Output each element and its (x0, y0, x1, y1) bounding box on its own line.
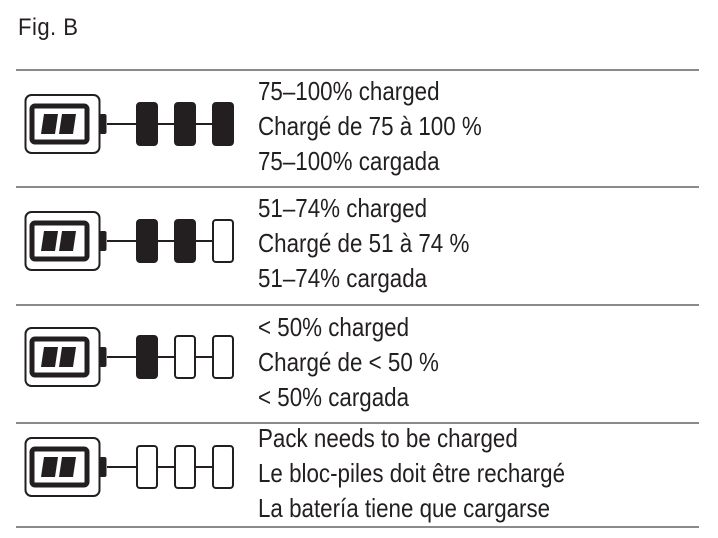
status-text-en: 75–100% charged (258, 76, 440, 106)
charge-indicator (24, 327, 234, 387)
divider (16, 304, 699, 306)
charge-segment-empty-icon (136, 445, 158, 489)
status-text-en: < 50% charged (258, 312, 410, 342)
battery-icon (24, 327, 107, 387)
status-row-two-thirds: 51–74% charged Chargé de 51 à 74 % 51–74… (16, 188, 699, 302)
status-text-fr: Chargé de 75 à 100 % (258, 111, 482, 141)
status-row-low: < 50% charged Chargé de < 50 % < 50% car… (16, 306, 699, 420)
status-text: 51–74% charged Chargé de 51 à 74 % 51–74… (258, 191, 469, 296)
charge-segment-empty-icon (212, 219, 234, 263)
status-text-es: 51–74% cargada (258, 263, 428, 293)
divider (16, 526, 699, 528)
charge-segment-filled-icon (136, 102, 158, 146)
status-text-fr: Chargé de 51 à 74 % (258, 228, 470, 258)
status-text-en: 51–74% charged (258, 193, 428, 223)
status-text-fr: Le bloc-piles doit être rechargé (258, 458, 566, 488)
status-text: Pack needs to be charged Le bloc-piles d… (258, 421, 565, 526)
figure-label: Fig. B (18, 14, 79, 41)
charge-segment-filled-icon (174, 102, 196, 146)
status-text: 75–100% charged Chargé de 75 à 100 % 75–… (258, 74, 482, 179)
battery-icon (24, 437, 107, 497)
charge-segment-empty-icon (212, 335, 234, 379)
battery-icon (24, 211, 107, 271)
charge-segment-filled-icon (174, 219, 196, 263)
charge-indicator (24, 94, 234, 154)
charge-segment-filled-icon (212, 102, 234, 146)
battery-icon (24, 94, 107, 154)
charge-segment-empty-icon (212, 445, 234, 489)
status-text-es: La batería tiene que cargarse (258, 493, 551, 523)
charge-indicator (24, 211, 234, 271)
status-row-empty: Pack needs to be charged Le bloc-piles d… (16, 421, 699, 538)
divider (16, 69, 699, 71)
charge-segment-filled-icon (136, 219, 158, 263)
status-text-es: 75–100% cargada (258, 146, 440, 176)
status-row-full: 75–100% charged Chargé de 75 à 100 % 75–… (16, 71, 699, 185)
status-text-es: < 50% cargada (258, 382, 410, 412)
status-text: < 50% charged Chargé de < 50 % < 50% car… (258, 310, 439, 415)
status-text-en: Pack needs to be charged (258, 423, 518, 453)
divider (16, 422, 699, 424)
status-text-fr: Chargé de < 50 % (258, 347, 439, 377)
divider (16, 186, 699, 188)
charge-segment-empty-icon (174, 445, 196, 489)
charge-segment-empty-icon (174, 335, 196, 379)
charge-segment-filled-icon (136, 335, 158, 379)
charge-indicator (24, 437, 234, 497)
